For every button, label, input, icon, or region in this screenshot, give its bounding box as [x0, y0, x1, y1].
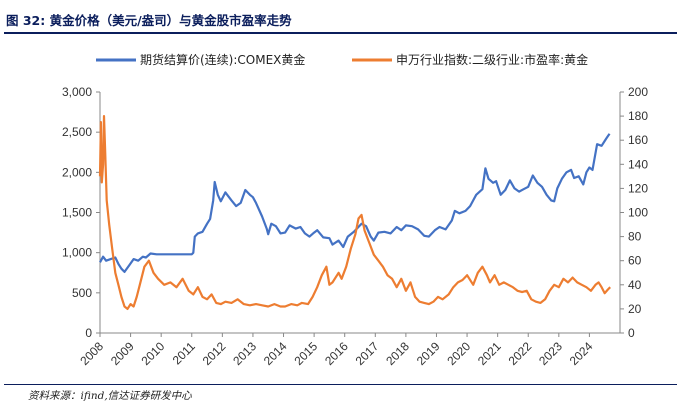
- x-tick-label: 2016: [322, 339, 351, 368]
- left-tick-label: 0: [85, 326, 92, 340]
- title-divider: [4, 32, 677, 34]
- chart: 0 500 1,000 1,500 2,000 2,500 3,000 0 20 40 60 80 10…: [62, 52, 648, 368]
- left-tick-label: 1,500: [62, 206, 92, 220]
- x-tick-label: 2013: [230, 339, 259, 368]
- left-tick-label: 3,000: [62, 85, 92, 99]
- x-tick-label: 2008: [77, 339, 106, 368]
- x-tick-label: 2017: [353, 339, 382, 368]
- right-tick-label: 120: [628, 181, 648, 195]
- x-tick-label: 2014: [261, 339, 290, 368]
- x-tick-label: 2012: [200, 339, 229, 368]
- left-tick-label: 2,500: [62, 125, 92, 139]
- left-tick-label: 2,000: [62, 165, 92, 179]
- x-tick-label: 2021: [475, 339, 504, 368]
- x-tick-label: 2023: [536, 339, 565, 368]
- legend-label-gold-pe: 申万行业指数:二级行业:市盈率:黄金: [396, 52, 588, 67]
- x-tick-label: 2024: [567, 339, 596, 368]
- x-tick-label: 2015: [291, 339, 320, 368]
- right-tick-label: 40: [628, 278, 642, 292]
- right-tick-label: 140: [628, 157, 648, 171]
- right-tick-label: 180: [628, 109, 648, 123]
- legend-label-gold-price: 期货结算价(连续):COMEX黄金: [140, 52, 305, 67]
- x-tick-label: 2022: [506, 339, 535, 368]
- legend: 期货结算价(连续):COMEX黄金 申万行业指数:二级行业:市盈率:黄金: [96, 52, 588, 67]
- right-tick-label: 100: [628, 206, 648, 220]
- left-tick-label: 1,000: [62, 246, 92, 260]
- x-tick-label: 2011: [170, 339, 198, 367]
- right-tick-label: 0: [628, 326, 635, 340]
- gold-pe-line: [98, 115, 611, 310]
- right-tick-label: 80: [628, 230, 642, 244]
- source-note: 资料来源：ifind,信达证券研发中心: [28, 390, 192, 402]
- x-tick-label: 2020: [444, 339, 473, 368]
- x-tick-label: 2019: [414, 339, 443, 368]
- x-tick-label: 2018: [383, 339, 412, 368]
- source-divider: [4, 384, 677, 385]
- x-tick-label: 2010: [139, 339, 168, 368]
- axes: 0 500 1,000 1,500 2,000 2,500 3,000 0 20 40 60 80 10…: [62, 85, 648, 368]
- right-tick-label: 60: [628, 254, 642, 268]
- left-tick-label: 500: [72, 286, 92, 300]
- right-tick-label: 20: [628, 302, 642, 316]
- x-tick-label: 2009: [108, 339, 137, 368]
- right-tick-label: 200: [628, 85, 648, 99]
- figure-title: 图 32: 黄金价格（美元/盎司）与黄金股市盈率走势: [6, 13, 292, 28]
- gold-price-line: [99, 133, 611, 273]
- series-lines: [98, 115, 611, 310]
- right-tick-label: 160: [628, 133, 648, 147]
